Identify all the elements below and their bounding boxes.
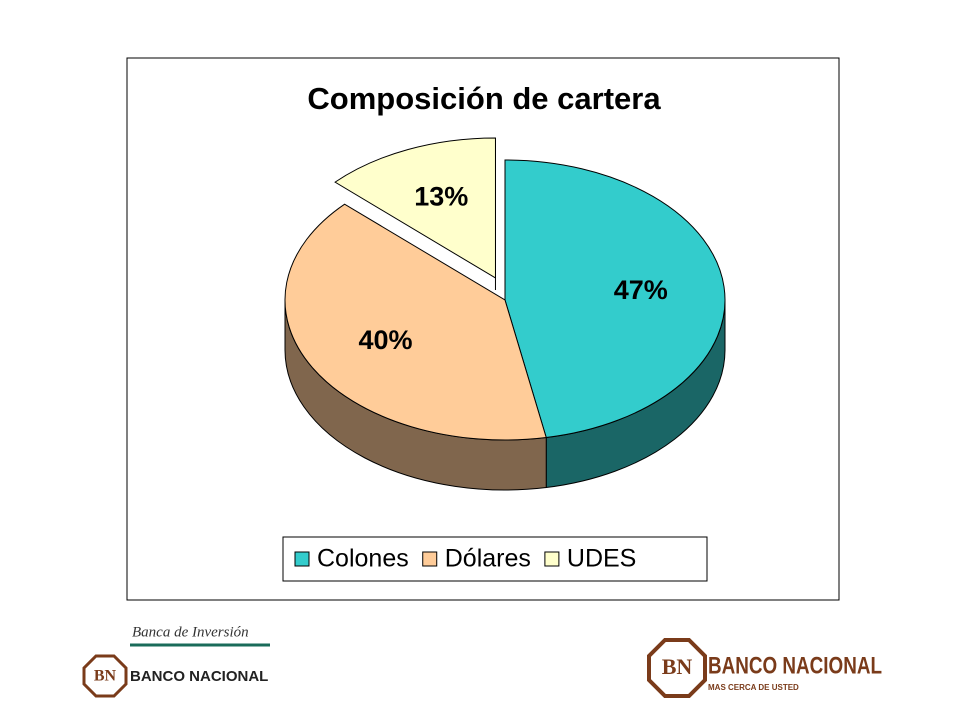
legend-box xyxy=(282,536,708,582)
legend: Colones Dólares UDES xyxy=(294,545,636,573)
legend-label: Dólares xyxy=(445,545,531,573)
logo-badge xyxy=(647,638,707,698)
bank-name: BANCO NACIONAL xyxy=(130,668,268,685)
legend-label: UDES xyxy=(567,545,636,573)
bank-name: BANCO NACIONAL xyxy=(708,652,882,679)
logo-right: BN BANCO NACIONAL MAS CERCA DE USTED xyxy=(647,638,882,698)
slogan: MAS CERCA DE USTED xyxy=(708,683,799,692)
data-label: 47% xyxy=(614,275,668,305)
logo-left: Banca de Inversión BN BANCO NACIONAL xyxy=(82,624,270,698)
pie-slice xyxy=(504,159,726,439)
tagline: Banca de Inversión xyxy=(132,624,249,640)
pie-slice xyxy=(284,203,547,441)
legend-swatch xyxy=(294,551,310,567)
legend-label: Colones xyxy=(317,545,409,573)
chart-title: Composición de cartera xyxy=(307,81,661,116)
monogram: BN xyxy=(662,654,693,679)
legend-swatch xyxy=(422,551,438,567)
data-label: 40% xyxy=(358,325,412,355)
monogram: BN xyxy=(94,668,117,685)
logo-badge xyxy=(82,654,128,698)
pie: 47% 40% 13% xyxy=(284,137,726,491)
pie-slice xyxy=(334,137,496,279)
data-label: 13% xyxy=(414,181,468,211)
legend-swatch xyxy=(544,551,560,567)
